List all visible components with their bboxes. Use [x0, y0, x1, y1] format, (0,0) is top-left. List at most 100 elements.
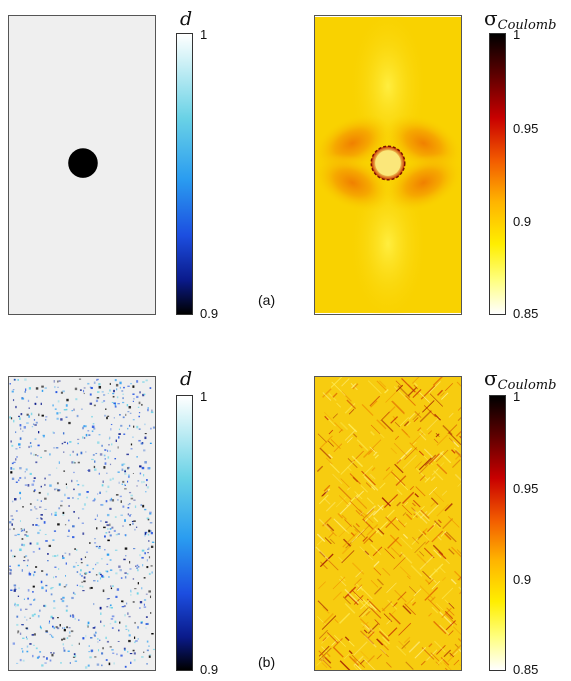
stress-streak [410, 565, 423, 577]
damage-speck [87, 625, 89, 628]
stress-streak [391, 471, 406, 486]
stress-streak [408, 586, 417, 595]
damage-speck [98, 572, 101, 575]
damage-speck [22, 650, 24, 653]
damage-speck [81, 581, 83, 583]
damage-speck [98, 434, 101, 436]
stress-streak [412, 499, 421, 508]
damage-speck [79, 389, 82, 391]
damage-speck [54, 385, 56, 389]
damage-speck [147, 552, 149, 554]
damage-speck [76, 414, 79, 418]
damage-speck [90, 386, 93, 390]
stress-streak [377, 504, 384, 511]
damage-speck [89, 393, 92, 396]
damage-speck [135, 565, 137, 567]
damage-speck [35, 461, 38, 464]
damage-speck [107, 539, 110, 542]
damage-speck [107, 598, 110, 600]
stress-streak [451, 449, 456, 454]
damage-speck [143, 599, 147, 601]
damage-speck [123, 647, 126, 650]
damage-speck [114, 516, 117, 518]
damage-speck [111, 443, 113, 446]
stress-streak [444, 667, 448, 670]
stress-streak [434, 640, 446, 653]
damage-speck [44, 662, 47, 664]
damage-field-b-svg [9, 378, 155, 669]
stress-streak [318, 647, 332, 661]
damage-speck [23, 598, 25, 600]
damage-speck [95, 631, 97, 634]
stress-streak [457, 407, 461, 411]
damage-speck [58, 380, 61, 382]
damage-speck [38, 547, 41, 550]
stress-streak [430, 501, 436, 507]
damage-speck [48, 620, 51, 623]
stress-streak [368, 605, 382, 619]
stress-streak [390, 416, 398, 424]
stress-streak [355, 490, 364, 500]
damage-speck [45, 589, 47, 592]
stress-streak [365, 610, 371, 616]
damage-speck [79, 585, 82, 587]
damage-speck [108, 438, 111, 440]
damage-speck [134, 505, 137, 509]
damage-speck [60, 504, 63, 507]
damage-speck [118, 481, 120, 484]
damage-speck [101, 558, 103, 560]
stress-streak [338, 429, 343, 433]
damage-speck [137, 406, 140, 408]
damage-speck [38, 431, 40, 434]
stress-streak [381, 419, 394, 433]
damage-speck [128, 634, 131, 637]
stress-streak [442, 424, 453, 436]
damage-speck [116, 396, 119, 399]
damage-speck [17, 378, 19, 381]
damage-speck [68, 519, 70, 522]
damage-speck [148, 590, 151, 593]
damage-speck [109, 523, 111, 527]
stress-streak [360, 599, 370, 610]
damage-speck [109, 569, 113, 571]
stress-streak [355, 523, 360, 528]
stress-streak [444, 503, 453, 512]
stress-streak [397, 591, 407, 601]
stress-streak [373, 567, 382, 576]
damage-speck [56, 447, 59, 449]
stress-streak [344, 586, 357, 599]
damage-speck [87, 469, 89, 471]
damage-speck [45, 418, 47, 421]
damage-speck [137, 566, 140, 568]
stress-streak [448, 437, 454, 443]
damage-speck [136, 564, 139, 567]
damage-speck [93, 381, 96, 384]
stress-symbol-b: σCoulomb [484, 366, 556, 393]
stress-streak [347, 594, 359, 606]
stress-streak [456, 381, 461, 387]
damage-speck [111, 615, 115, 618]
stress-streak [423, 405, 436, 418]
damage-speck [70, 630, 74, 633]
damage-speck [109, 623, 112, 625]
damage-speck [87, 621, 90, 625]
stress-streak [349, 500, 363, 514]
stress-streak [354, 578, 362, 586]
damage-speck [146, 663, 148, 665]
stress-streak [433, 470, 444, 481]
stress-streak [332, 392, 338, 398]
damage-speck [37, 455, 39, 457]
stress-streak [361, 622, 374, 636]
stress-streak [381, 406, 396, 421]
damage-speck [80, 451, 83, 455]
damage-speck [103, 624, 105, 627]
damage-speck [94, 497, 96, 500]
stress-streak [401, 640, 411, 650]
damage-speck [35, 566, 38, 568]
stress-streak [393, 442, 408, 457]
stress-colorbar-a [489, 33, 506, 315]
stress-streak [370, 431, 375, 436]
damage-speck [146, 486, 150, 489]
damage-speck [132, 393, 135, 395]
damage-speck [10, 471, 13, 474]
